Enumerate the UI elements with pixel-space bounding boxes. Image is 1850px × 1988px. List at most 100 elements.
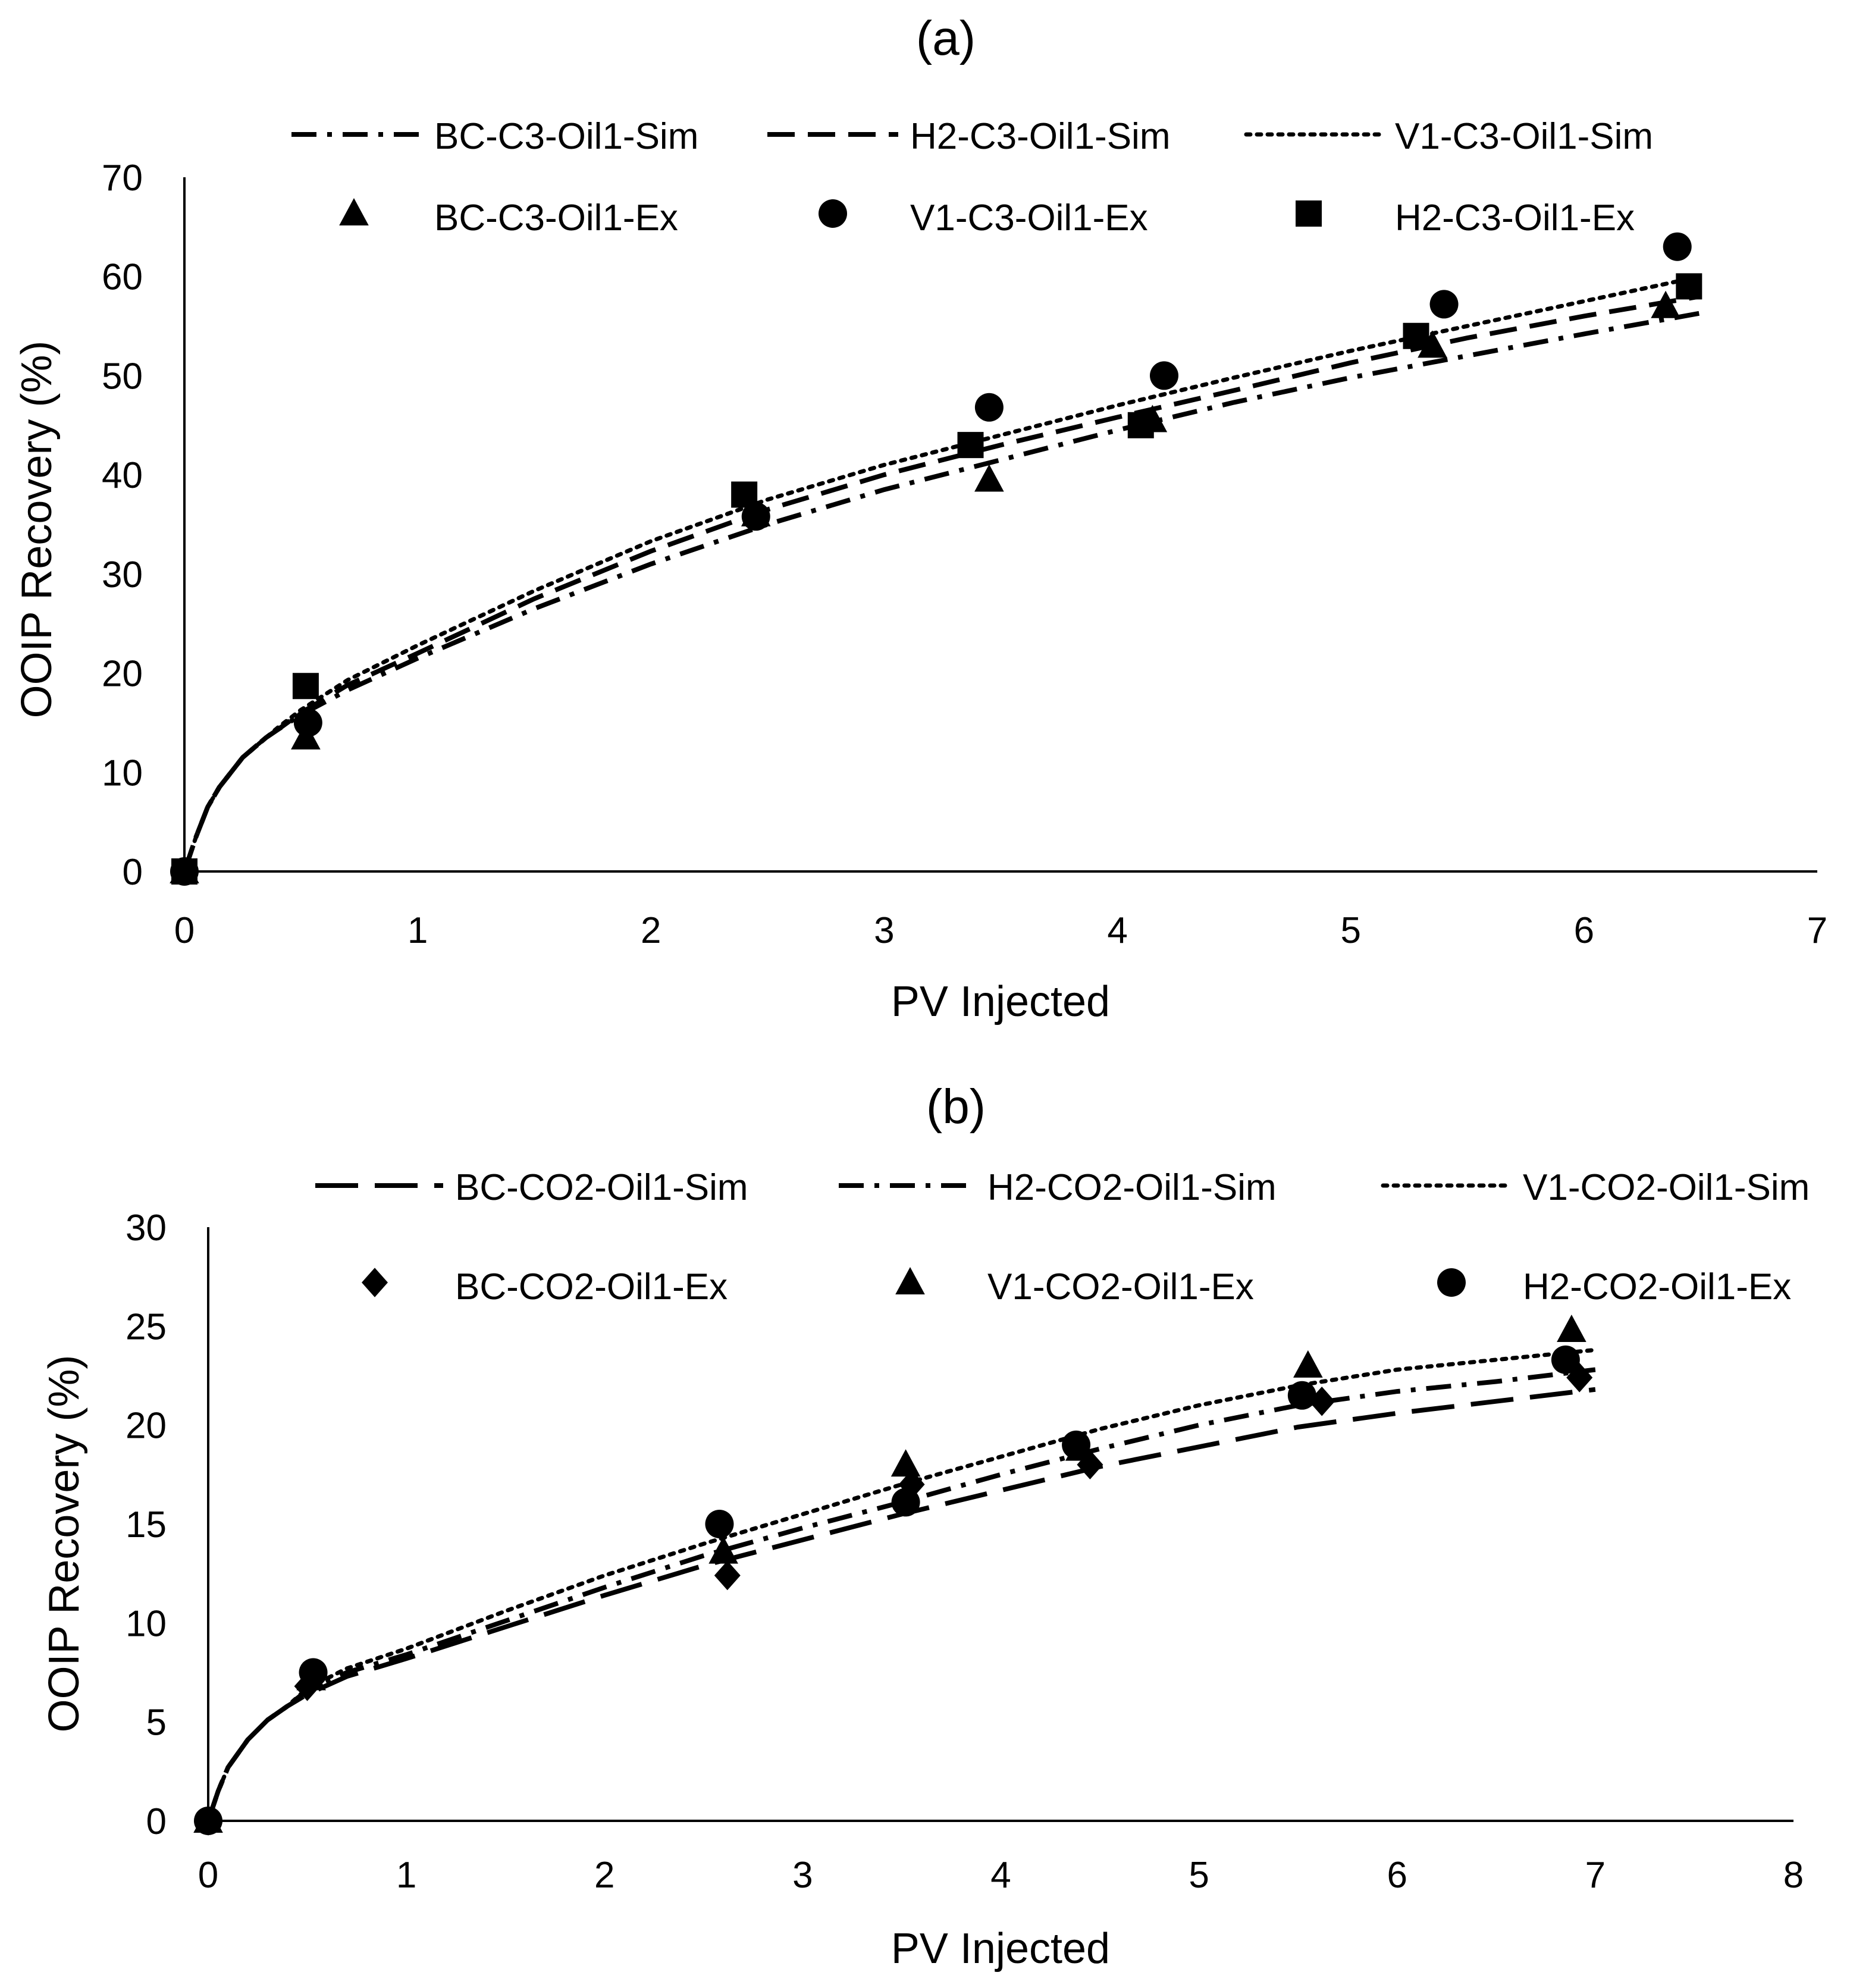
panel-b-data-point-h2-co2-oil1-ex xyxy=(705,1510,734,1538)
panel-a-data-point-h2-c3-oil1-ex xyxy=(292,673,319,700)
panel-a-legend-label: H2-C3-Oil1-Ex xyxy=(1395,197,1635,239)
panel-b-data-point-h2-co2-oil1-ex xyxy=(1062,1430,1091,1459)
panel-b-y-axis-title: OOIP Recovery (%) xyxy=(40,1355,88,1733)
panel-b-y-tick-label: 30 xyxy=(126,1208,167,1249)
panel-b-data-point-h2-co2-oil1-ex xyxy=(299,1658,328,1687)
panel-b-legend-label: BC-CO2-Oil1-Sim xyxy=(455,1167,748,1208)
chart-panel-a: (a) BC-C3-Oil1-Sim H2-C3-Oil1-Sim V1-C3-Oi… xyxy=(13,11,1827,1026)
panel-a-y-tick-label: 50 xyxy=(102,356,143,397)
panel-b-legend-label: H2-CO2-Oil1-Ex xyxy=(1523,1266,1791,1307)
panel-a-data-point-bc-c3-oil1-ex xyxy=(1651,290,1680,318)
panel-a-data-point-v1-c3-oil1-ex xyxy=(741,502,770,531)
panel-a-series-h2-c3-oil1-ex xyxy=(171,273,1702,885)
panel-a-data-point-h2-c3-oil1-ex xyxy=(1676,273,1702,300)
chart-panel-b: (b) BC-CO2-Oil1-Sim H2-CO2-Oil1-Sim V1-CO2… xyxy=(40,1080,1810,1973)
panel-b-data-point-bc-co2-oil1-ex xyxy=(1077,1450,1103,1479)
panel-b-y-tick-label: 10 xyxy=(126,1603,167,1644)
panel-b-legend-key-h2-co2-oil1-ex xyxy=(1437,1268,1466,1297)
panel-b-legend-label: BC-CO2-Oil1-Ex xyxy=(455,1266,728,1307)
panel-b-plot-area: 0 1 2 3 4 5 6 7 8 0 5 10 15 20 25 30 xyxy=(126,1208,1804,1896)
panel-a-y-tick-label: 70 xyxy=(102,158,143,199)
panel-a-x-tick-label: 0 xyxy=(174,910,195,951)
panel-b-series-bc-co2-oil1-ex xyxy=(195,1363,1593,1836)
panel-b-x-tick-label: 8 xyxy=(1783,1855,1804,1896)
panel-a-data-point-v1-c3-oil1-ex xyxy=(293,708,322,737)
panel-a-x-axis-title: PV Injected xyxy=(891,978,1110,1026)
panel-b-data-point-h2-co2-oil1-ex xyxy=(1287,1381,1316,1410)
panel-b-legend-label: V1-CO2-Oil1-Ex xyxy=(987,1266,1254,1307)
panel-a-data-point-h2-c3-oil1-ex xyxy=(1403,322,1429,349)
panel-b-series-bc-co2-oil1-sim xyxy=(206,1387,1596,1822)
panel-b-y-tick-label: 20 xyxy=(126,1406,167,1447)
panel-b-series-v1-co2-oil1-sim xyxy=(206,1347,1598,1823)
panel-a-legend-label: V1-C3-Oil1-Sim xyxy=(1395,116,1653,157)
panel-b-y-tick-label: 15 xyxy=(126,1504,167,1545)
panel-a-data-point-h2-c3-oil1-ex xyxy=(731,481,758,508)
panel-a-series-v1-c3-oil1-ex xyxy=(170,232,1692,886)
panel-a-y-tick-label: 30 xyxy=(102,554,143,595)
panel-b-y-tick-label: 5 xyxy=(146,1702,167,1744)
panel-a-y-tick-label: 20 xyxy=(102,654,143,695)
panel-b-x-tick-label: 6 xyxy=(1387,1855,1407,1896)
panel-b-x-tick-label: 3 xyxy=(792,1855,813,1896)
panel-a-data-point-bc-c3-oil1-ex xyxy=(1418,330,1447,358)
panel-b-data-point-v1-co2-oil1-ex xyxy=(890,1449,921,1477)
panel-a-data-point-v1-c3-oil1-ex xyxy=(1429,290,1459,319)
panel-b-data-point-h2-co2-oil1-ex xyxy=(1551,1345,1580,1374)
panel-a-series-bc-c3-oil1-ex xyxy=(170,290,1680,883)
panel-a-data-point-v1-c3-oil1-ex xyxy=(974,393,1004,422)
panel-b-data-point-bc-co2-oil1-ex xyxy=(714,1560,741,1591)
panel-a-y-tick-label: 0 xyxy=(123,852,143,893)
panel-b-y-tick-label: 25 xyxy=(126,1306,167,1347)
panel-a-legend-label: V1-C3-Oil1-Ex xyxy=(910,197,1148,239)
panel-a-x-tick-label: 7 xyxy=(1807,910,1827,951)
panel-b-label: (b) xyxy=(926,1080,986,1134)
panel-a-x-tick-label: 4 xyxy=(1107,910,1127,951)
panel-b-data-point-bc-co2-oil1-ex xyxy=(898,1469,925,1500)
panel-a-series-v1-c3-oil1-sim xyxy=(182,274,1703,874)
panel-b-legend-key-bc-co2-oil1-ex xyxy=(362,1268,388,1297)
panel-b-x-tick-label: 4 xyxy=(990,1855,1011,1896)
panel-b-data-point-v1-co2-oil1-ex xyxy=(708,1536,738,1564)
panel-b-data-point-v1-co2-oil1-ex xyxy=(1557,1314,1586,1342)
panel-b-legend-label: H2-CO2-Oil1-Sim xyxy=(987,1167,1277,1208)
panel-a-legend-label: BC-C3-Oil1-Sim xyxy=(434,116,698,157)
panel-a-data-point-h2-c3-oil1-ex xyxy=(171,858,197,885)
panel-a-y-tick-label: 60 xyxy=(102,257,143,298)
panel-a-legend-label: H2-C3-Oil1-Sim xyxy=(910,116,1170,157)
panel-a-x-tick-label: 5 xyxy=(1340,910,1360,951)
panel-b-x-tick-label: 2 xyxy=(594,1855,614,1896)
panel-a-y-axis-title: OOIP Recovery (%) xyxy=(13,341,61,719)
panel-a-y-tick-label: 40 xyxy=(102,455,143,496)
panel-b-legend: BC-CO2-Oil1-Sim H2-CO2-Oil1-Sim V1-CO2-Oil… xyxy=(315,1167,1810,1307)
panel-b-legend-label: V1-CO2-Oil1-Sim xyxy=(1523,1167,1810,1208)
panel-b-legend-key-v1-co2-oil1-ex xyxy=(895,1267,925,1294)
panel-a-data-point-bc-c3-oil1-ex xyxy=(974,464,1004,492)
panel-b-x-axis-title: PV Injected xyxy=(891,1925,1110,1973)
panel-b-x-tick-label: 0 xyxy=(198,1855,218,1896)
panel-b-x-tick-label: 1 xyxy=(396,1855,416,1896)
panel-b-x-tick-label: 5 xyxy=(1189,1855,1209,1896)
panel-b-data-point-h2-co2-oil1-ex xyxy=(891,1488,920,1517)
panel-b-x-tick-label: 7 xyxy=(1585,1855,1606,1896)
panel-a-legend-key-bc-c3-oil1-ex xyxy=(339,198,369,225)
panel-b-data-point-v1-co2-oil1-ex xyxy=(1293,1350,1323,1378)
panel-a-legend-key-h2-c3-oil1-ex xyxy=(1296,200,1322,227)
panel-a-legend: BC-C3-Oil1-Sim H2-C3-Oil1-Sim V1-C3-Oil1-S… xyxy=(291,116,1653,239)
panel-a-label: (a) xyxy=(916,11,976,65)
panel-a-legend-key-v1-c3-oil1-ex xyxy=(819,199,847,228)
panel-a-x-tick-label: 1 xyxy=(407,910,428,951)
panel-a-data-point-h2-c3-oil1-ex xyxy=(957,432,984,459)
panel-a-x-tick-label: 3 xyxy=(874,910,894,951)
panel-b-data-point-h2-co2-oil1-ex xyxy=(194,1807,222,1835)
panel-a-x-tick-label: 6 xyxy=(1574,910,1594,951)
panel-b-y-tick-label: 0 xyxy=(146,1801,167,1842)
panel-a-data-point-h2-c3-oil1-ex xyxy=(1127,412,1154,438)
panel-a-x-tick-label: 2 xyxy=(641,910,661,951)
panel-a-data-point-v1-c3-oil1-ex xyxy=(1150,361,1178,390)
panel-a-series-bc-c3-oil1-sim xyxy=(182,311,1701,873)
panel-b-series-h2-co2-oil1-sim xyxy=(206,1367,1596,1822)
panel-a-data-point-v1-c3-oil1-ex xyxy=(1663,232,1692,261)
